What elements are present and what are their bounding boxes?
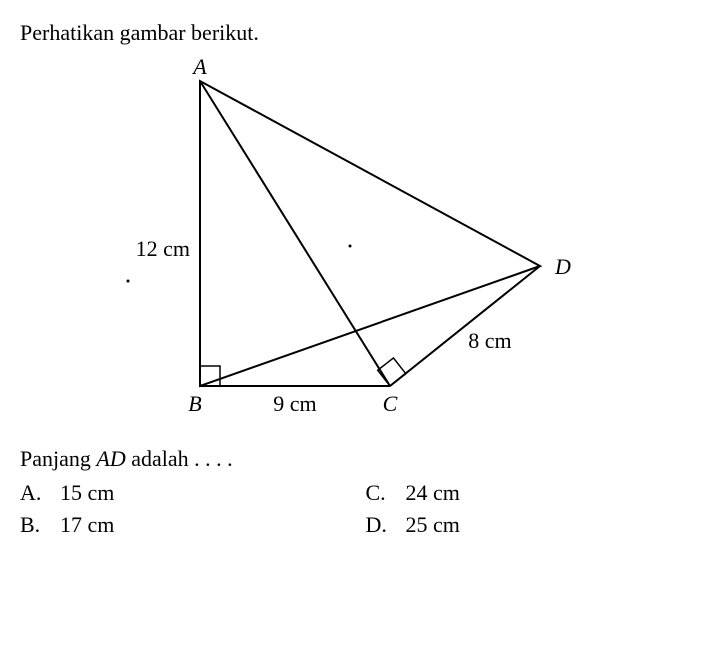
label-ab-length: 12 cm (136, 236, 190, 261)
option-c-letter: C. (366, 480, 406, 506)
option-c-value: 24 cm (406, 480, 460, 506)
option-b-letter: B. (20, 512, 60, 538)
label-a: A (191, 56, 207, 79)
segment-cd (390, 266, 540, 386)
dot-decoration-1 (127, 280, 130, 283)
segment-ac (200, 81, 390, 386)
option-d-value: 25 cm (406, 512, 460, 538)
option-b-value: 17 cm (60, 512, 114, 538)
option-a-letter: A. (20, 480, 60, 506)
option-a-value: 15 cm (60, 480, 114, 506)
option-b: B. 17 cm (20, 512, 346, 538)
label-b: B (188, 391, 201, 416)
triangle-diagram: A B C D 12 cm 9 cm 8 cm (80, 56, 580, 436)
question-prompt: Perhatikan gambar berikut. (20, 20, 691, 46)
diagram-svg: A B C D 12 cm 9 cm 8 cm (80, 56, 580, 436)
label-d: D (554, 254, 571, 279)
label-bc-length: 9 cm (273, 391, 316, 416)
label-cd-length: 8 cm (468, 328, 511, 353)
subprompt-suffix: adalah . . . . (126, 446, 233, 471)
label-c: C (383, 391, 398, 416)
subprompt-variable: AD (96, 446, 125, 471)
option-a: A. 15 cm (20, 480, 346, 506)
dot-decoration-2 (349, 245, 352, 248)
sub-question: Panjang AD adalah . . . . (20, 446, 691, 472)
options-grid: A. 15 cm C. 24 cm B. 17 cm D. 25 cm (20, 480, 691, 538)
subprompt-prefix: Panjang (20, 446, 96, 471)
option-d-letter: D. (366, 512, 406, 538)
option-d: D. 25 cm (366, 512, 692, 538)
option-c: C. 24 cm (366, 480, 692, 506)
